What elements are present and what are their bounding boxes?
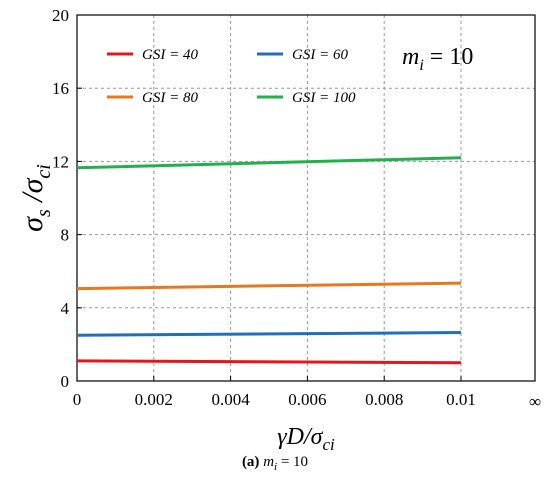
legend: GSI = 40 GSI = 60 GSI = 80 GSI = 100 [107, 47, 356, 106]
annotation-mi: mi = 10 [402, 44, 473, 74]
legend-label: GSI = 80 [142, 90, 198, 106]
x-axis-label: γD/σci [277, 424, 335, 454]
x-tick-label: 0.01 [446, 390, 476, 409]
series-line [76, 156, 462, 170]
y-axis-label: σs /σci [16, 164, 55, 232]
y-tick-label: 12 [52, 152, 69, 171]
x-tick-label: 0.008 [365, 390, 403, 409]
y-tick-label: 16 [52, 79, 69, 98]
series-lines [76, 156, 462, 365]
legend-label: GSI = 40 [142, 47, 198, 63]
axis-ticks: 0 0.002 0.004 0.006 0.008 0.01 ∞ 0 4 8 12 16 20 [52, 6, 541, 411]
x-tick-label: 0.006 [288, 390, 326, 409]
y-tick-label: 8 [61, 226, 70, 245]
series-line [76, 359, 462, 365]
y-tick-label: 20 [52, 6, 69, 25]
legend-label: GSI = 60 [292, 47, 348, 63]
y-tick-label: 0 [61, 372, 70, 391]
caption-text: mi = 10 [263, 454, 309, 473]
caption-tag: (a) [241, 454, 260, 470]
x-tick-label-infinity: ∞ [529, 392, 541, 411]
series-line [76, 331, 462, 337]
plot-frame [76, 14, 536, 382]
x-tick-label: 0.002 [135, 390, 173, 409]
x-tick-label: 0.004 [211, 390, 250, 409]
series-line [76, 281, 462, 291]
figure-caption: (a) mi = 10 [0, 454, 550, 473]
x-tick-label: 0 [73, 390, 82, 409]
legend-label: GSI = 100 [292, 90, 356, 106]
y-tick-label: 4 [61, 299, 70, 318]
